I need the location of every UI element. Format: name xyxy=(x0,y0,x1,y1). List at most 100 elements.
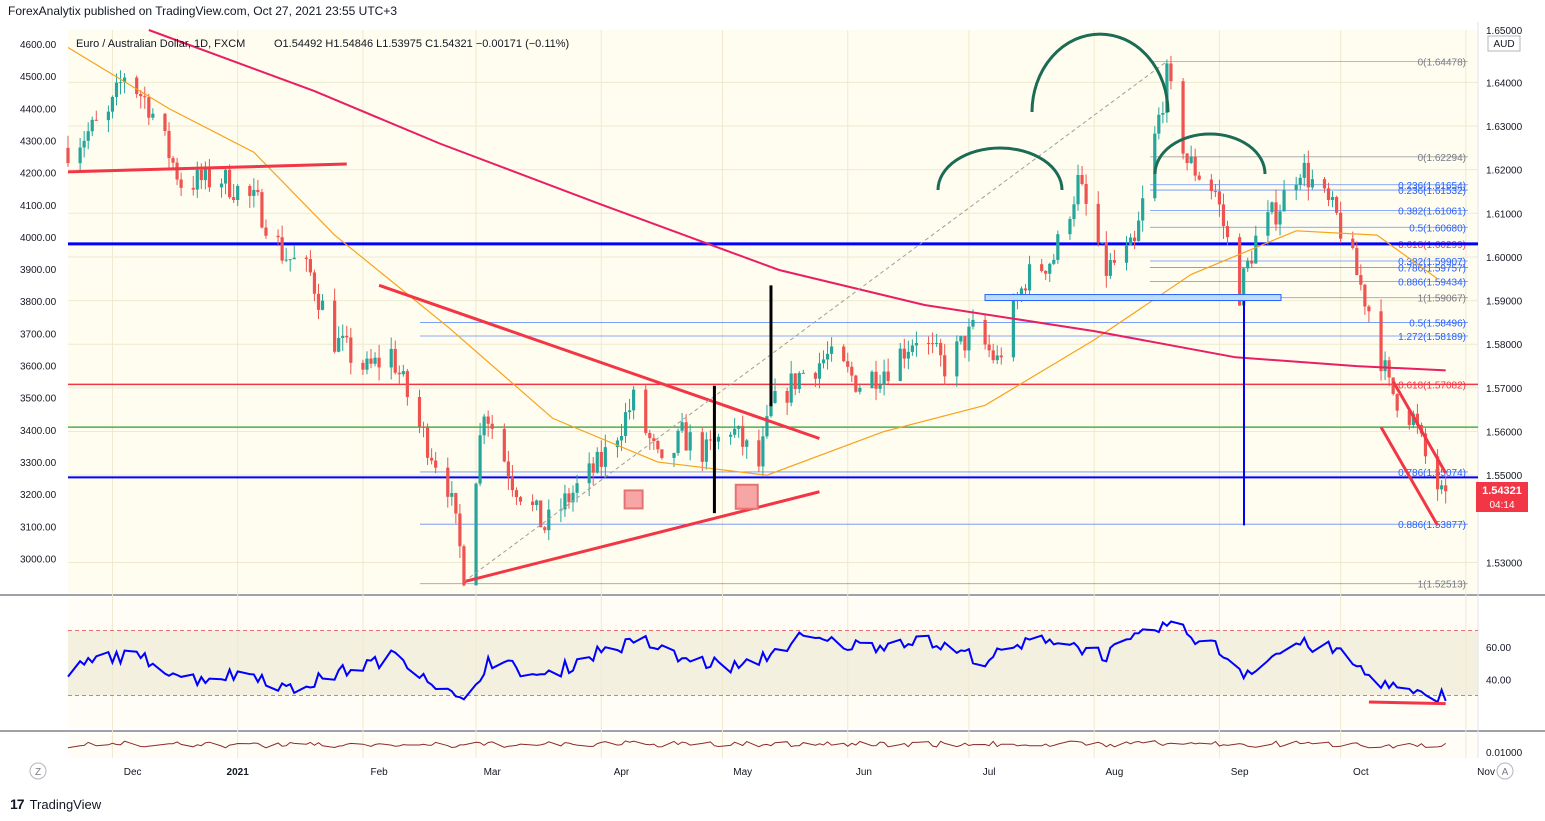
candle-body xyxy=(486,416,490,424)
main-pane[interactable] xyxy=(68,30,1478,593)
candle-body xyxy=(482,416,486,436)
left-tick-label: 4100.00 xyxy=(20,201,57,212)
candle-body xyxy=(652,438,656,442)
candle-body xyxy=(1367,306,1371,312)
candle-body xyxy=(971,319,975,327)
candle-body xyxy=(1266,212,1270,236)
candle-body xyxy=(1330,197,1335,201)
candle-body xyxy=(252,189,256,196)
price-tick-label: 1.60000 xyxy=(1486,253,1523,264)
candle-body xyxy=(175,162,179,180)
footer[interactable]: 17 TradingView xyxy=(10,796,101,812)
candle-body xyxy=(320,300,325,310)
candle-body xyxy=(349,337,353,363)
candle-body xyxy=(627,410,632,413)
dec-resistance xyxy=(67,162,347,174)
sma-200-line xyxy=(148,29,1446,372)
candle-body xyxy=(260,192,264,228)
candle-body xyxy=(256,189,260,193)
candle-body xyxy=(1161,112,1165,115)
pattern-marker-box xyxy=(734,483,759,510)
candle-body xyxy=(967,326,971,351)
left-tick-label: 3000.00 xyxy=(20,554,57,565)
candle-body xyxy=(1322,179,1327,189)
candle-body xyxy=(1181,81,1185,154)
left-tick-label: 4600.00 xyxy=(20,40,57,51)
candle-body xyxy=(813,372,818,379)
candle-body xyxy=(276,235,280,238)
candle-body xyxy=(1379,311,1383,372)
candle-body xyxy=(991,350,995,361)
candle-body xyxy=(1040,264,1044,271)
candle-body xyxy=(397,372,401,375)
auto-scale-button[interactable]: A xyxy=(1496,762,1514,780)
candle-body xyxy=(1306,162,1310,188)
current-price-badge: 1.54321 04:14 xyxy=(1476,482,1528,512)
time-tick-label: May xyxy=(733,767,752,778)
candle-body xyxy=(1310,179,1314,188)
candle-body xyxy=(1359,275,1363,285)
fib-label: 0.382(1.61061) xyxy=(1398,207,1466,218)
candle-body xyxy=(910,345,914,352)
candle-body xyxy=(728,434,733,437)
candle-body xyxy=(789,373,793,403)
candle-body xyxy=(421,426,426,428)
candle-body xyxy=(450,493,454,497)
candle-body xyxy=(1068,219,1072,235)
candle-body xyxy=(179,179,183,188)
zoom-button-label: Z xyxy=(35,767,41,778)
candle-body xyxy=(737,425,741,429)
fib-label: 1(1.59067) xyxy=(1418,294,1466,305)
price-tick-label: 1.55000 xyxy=(1486,471,1523,482)
left-tick-label: 4300.00 xyxy=(20,136,57,147)
price-tick-label: 1.53000 xyxy=(1486,558,1523,569)
candle-body xyxy=(430,457,434,461)
candle-body xyxy=(1112,260,1116,263)
price-tick-label: 1.62000 xyxy=(1486,166,1523,177)
left-tick-label: 3600.00 xyxy=(20,362,57,373)
rsi-band xyxy=(68,630,1478,696)
candle-body xyxy=(591,463,595,473)
rsi-tick-label: 40.00 xyxy=(1486,675,1511,686)
candle-body xyxy=(1165,63,1169,113)
candle-body xyxy=(1282,190,1286,212)
candle-body xyxy=(171,158,175,163)
candle-body xyxy=(1217,191,1222,205)
candle-body xyxy=(114,82,119,97)
candle-body xyxy=(854,375,858,392)
candle-body xyxy=(458,513,462,547)
candle-body xyxy=(510,477,515,491)
candle-body xyxy=(1132,237,1137,242)
time-scale-left-button[interactable]: Z xyxy=(29,762,47,780)
candle-body xyxy=(337,337,341,352)
candle-body xyxy=(1440,485,1444,490)
candle-body xyxy=(543,527,547,531)
candle-body xyxy=(1137,220,1141,242)
candle-body xyxy=(878,384,882,389)
candle-body xyxy=(793,373,797,389)
candle-body xyxy=(1185,153,1189,163)
candle-body xyxy=(1278,211,1282,225)
current-price-label: 1.54321 xyxy=(1482,485,1522,497)
time-tick-label: Jun xyxy=(856,767,872,778)
price-tick-label: 1.65000 xyxy=(1486,26,1523,37)
time-tick-label: Mar xyxy=(484,767,502,778)
candle-body xyxy=(147,97,151,118)
candle-body xyxy=(821,359,826,364)
candle-body xyxy=(688,432,692,451)
fib-label: 0.5(1.60680) xyxy=(1409,223,1466,234)
pattern-marker-box xyxy=(623,489,644,510)
chart-canvas[interactable]: 0(1.64478) 0(1.62294) 0.236(1.61654)0.236(… xyxy=(0,22,1545,782)
candle-body xyxy=(82,140,86,148)
candle-body xyxy=(1056,234,1060,260)
osc-pane[interactable] xyxy=(68,734,1478,758)
candle-body xyxy=(987,344,991,351)
candle-body xyxy=(1391,377,1395,395)
chart-area[interactable]: 0(1.64478) 0(1.62294) 0.236(1.61654) 0.236(… xyxy=(0,22,1545,787)
candle-body xyxy=(365,358,369,370)
candle-body xyxy=(733,428,737,435)
candle-body xyxy=(1076,174,1080,205)
currency-badge: AUD xyxy=(1487,35,1521,52)
tradingview-logo-icon: 17 xyxy=(10,796,25,812)
candle-body xyxy=(599,451,603,467)
